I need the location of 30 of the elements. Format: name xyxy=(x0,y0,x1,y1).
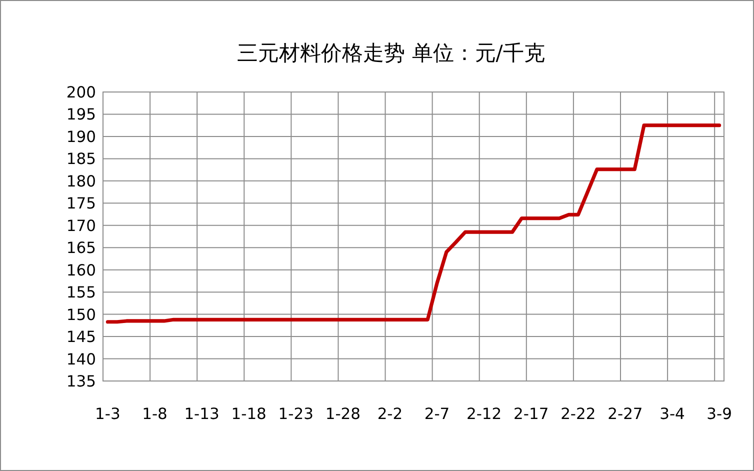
y-tick-label: 165 xyxy=(66,239,96,258)
x-tick-label: 2-7 xyxy=(424,405,450,423)
x-tick-label: 2-12 xyxy=(466,405,502,423)
line-series xyxy=(106,124,722,324)
y-tick-label: 190 xyxy=(66,128,96,146)
y-tick-label: 150 xyxy=(66,306,96,324)
x-tick-label: 1-13 xyxy=(184,405,220,423)
y-tick-label: 155 xyxy=(66,284,96,302)
chart-title: 三元材料价格走势 单位：元/千克 xyxy=(237,41,545,65)
x-tick-label: 2-22 xyxy=(560,405,596,423)
y-tick-label: 185 xyxy=(66,150,96,168)
x-tick-label: 2-2 xyxy=(377,405,403,423)
x-tick-label: 1-28 xyxy=(325,405,361,423)
y-tick-label: 200 xyxy=(66,84,96,102)
y-tick-label: 135 xyxy=(66,372,96,390)
x-tick-label: 2-27 xyxy=(608,405,643,423)
y-tick-label: 140 xyxy=(66,350,96,368)
y-tick-label: 170 xyxy=(66,216,96,235)
x-tick-label: 1-3 xyxy=(95,405,120,423)
x-tick-label: 2-17 xyxy=(514,405,549,423)
x-tick-label: 1-8 xyxy=(142,405,168,423)
y-tick-label: 160 xyxy=(66,261,96,280)
x-tick-label: 3-9 xyxy=(706,405,732,423)
x-tick-label: 1-23 xyxy=(278,405,314,423)
y-tick-label: 175 xyxy=(66,194,96,213)
y-tick-label: 195 xyxy=(66,106,96,124)
x-tick-label: 3-4 xyxy=(660,405,685,423)
y-tick-label: 180 xyxy=(66,172,96,190)
x-tick-label: 1-18 xyxy=(231,405,266,423)
y-tick-label: 145 xyxy=(66,328,96,346)
